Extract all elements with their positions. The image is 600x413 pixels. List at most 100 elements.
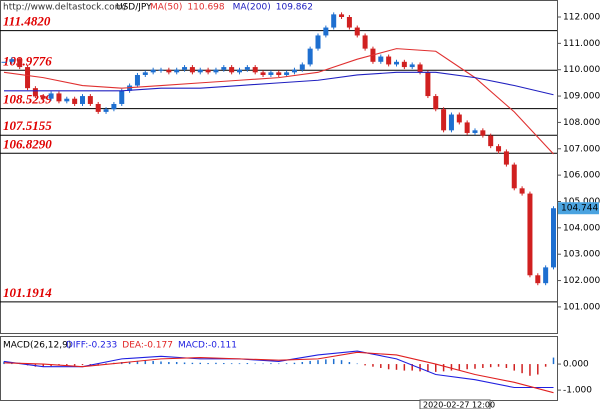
candle [119, 90, 125, 104]
y-tick-label: 112.000 [563, 12, 600, 22]
candle [111, 103, 117, 110]
candle [87, 96, 93, 104]
candle [64, 98, 70, 102]
legend-value: 110.698 [187, 3, 224, 13]
level-label: 108.5239 [3, 92, 52, 107]
candle [433, 96, 439, 110]
candle [221, 67, 227, 70]
candle [441, 109, 447, 131]
level-label: 107.5155 [3, 118, 52, 133]
candle [72, 98, 78, 104]
candle [80, 96, 85, 104]
y-tick-label: 109.000 [563, 92, 600, 102]
candle [134, 74, 140, 86]
candle [32, 88, 38, 97]
macd-panel [0, 336, 558, 401]
y-tick-label: 105.000 [563, 197, 600, 207]
candle [401, 61, 407, 68]
time-label: 2020-02-27 12:00 [423, 401, 495, 410]
candle [142, 72, 148, 75]
y-tick-label: 104.000 [563, 223, 600, 233]
indicator-line [3, 350, 554, 389]
candle [331, 14, 337, 28]
candle [276, 72, 282, 75]
candle [472, 130, 478, 133]
indicator-line [3, 351, 554, 394]
legend-entry: MA(200) [233, 3, 271, 13]
legend-entry: MA(50) [150, 3, 182, 13]
candle [1, 61, 7, 63]
y-tick-label: 102.000 [563, 276, 600, 286]
symbol: USD/JPY [116, 3, 152, 13]
candle [213, 69, 219, 73]
candle [299, 64, 305, 70]
legend-entry: DEA:-0.177 [122, 341, 173, 351]
candle [25, 67, 31, 89]
main-panel [0, 0, 558, 334]
macd-title: MACD(26,12,9) [3, 341, 71, 351]
candle [174, 69, 180, 73]
y-tick-label: -1.000 [563, 386, 592, 396]
y-tick-label: 108.000 [563, 118, 600, 128]
candle [456, 114, 462, 123]
level-label: 111.4820 [3, 14, 51, 29]
last-price-label: 104.744 [561, 204, 598, 214]
candle [197, 69, 203, 73]
candle [339, 14, 345, 17]
candle [409, 64, 415, 68]
candle [229, 67, 235, 73]
url: http://www.deltastock.com/ [3, 3, 127, 13]
candle [48, 93, 54, 99]
candle [543, 267, 549, 284]
candle [9, 59, 15, 62]
indicator-line [3, 48, 554, 155]
legend-value: 109.862 [276, 3, 313, 13]
y-tick-label: 111.000 [563, 39, 600, 49]
candle [284, 72, 290, 75]
candle [346, 16, 352, 28]
candle [386, 56, 392, 65]
candle [527, 193, 533, 276]
legend-entry: MACD:-0.111 [178, 341, 237, 351]
candle [158, 69, 164, 71]
candle [95, 103, 101, 112]
y-tick-label: 0.000 [563, 360, 589, 370]
candle [464, 122, 470, 133]
candle [503, 151, 509, 165]
level-label: 101.1914 [3, 285, 52, 300]
y-tick-label: 103.000 [563, 250, 600, 260]
indicator-line [4, 71, 554, 96]
candle [323, 27, 329, 36]
y-tick-label: 106.000 [563, 171, 600, 181]
candle [103, 109, 109, 112]
y-tick-label: 107.000 [563, 144, 600, 154]
candle [237, 69, 242, 73]
candle [182, 67, 188, 70]
candle [425, 72, 431, 97]
candle [315, 35, 321, 49]
candle [244, 67, 250, 70]
candle [56, 93, 62, 102]
candle [307, 48, 313, 65]
candle [488, 135, 494, 147]
level-label: 109.9776 [3, 53, 52, 68]
candle [17, 59, 23, 68]
level-label: 106.8290 [3, 136, 52, 151]
candle [480, 130, 486, 136]
candle [260, 72, 266, 75]
candle [40, 96, 46, 99]
candle [166, 69, 172, 73]
candle [268, 72, 274, 75]
candle [394, 61, 399, 65]
candle [205, 69, 211, 73]
last-price-box [558, 202, 599, 215]
candle [150, 69, 156, 73]
candle [519, 188, 525, 194]
candle [535, 275, 541, 284]
y-tick-label: 110.000 [563, 65, 600, 75]
candle [291, 69, 297, 73]
candle [378, 56, 384, 62]
candle [551, 208, 556, 268]
legend-entry: DIFF:-0.233 [66, 341, 117, 351]
